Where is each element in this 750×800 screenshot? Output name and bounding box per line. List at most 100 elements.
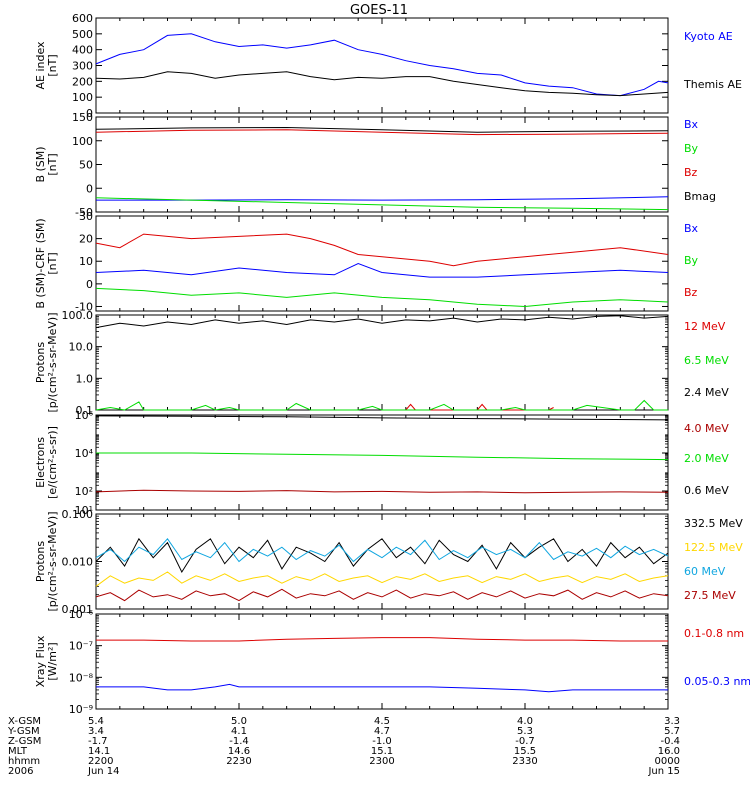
legend-entry: Bmag xyxy=(684,190,716,203)
y-tick-label: 1.0 xyxy=(76,372,94,385)
legend-entry: 122.5 MeV xyxy=(684,541,743,554)
legend-entry: 2.4 MeV xyxy=(684,386,729,399)
y-tick-label: 600 xyxy=(72,12,93,25)
legend-entry: Bz xyxy=(684,166,698,179)
y-tick-label: -10 xyxy=(75,300,93,313)
legend-entry: 12 MeV xyxy=(684,320,726,333)
panel-3: -10 0 10 20 30 B (SM)-CRF (SM)[nT] Bx By Bz xyxy=(34,210,699,313)
panel-frame xyxy=(95,314,669,411)
panel-frame xyxy=(95,414,669,511)
series-line-0-1-0-8-nm xyxy=(96,637,668,642)
series-line-60-mev xyxy=(95,537,669,563)
y-axis-label: AE index[nT] xyxy=(34,41,59,90)
y-tick-label: 10⁻⁶ xyxy=(69,608,94,621)
legend-entry: 4.0 MeV xyxy=(684,422,729,435)
y-tick-label: 50 xyxy=(79,159,93,172)
ephemeris-value: Jun 15 xyxy=(647,766,680,777)
panel-5: 10¹ 10² 10⁴ 10⁶ Electrons[e/(cm²-s-sr)] 4.0 M… xyxy=(34,409,729,517)
series-line-themis-ae xyxy=(95,71,669,97)
y-tick-label: 500 xyxy=(72,28,93,41)
ephemeris-value: 0000 xyxy=(655,756,680,767)
y-tick-label: 0.001 xyxy=(62,603,94,616)
y-axis-label: Xray Flux[W/m²] xyxy=(34,635,59,687)
legend-entry: 0.6 MeV xyxy=(684,484,729,497)
panel-frame xyxy=(95,17,669,114)
ephemeris-value: 3.3 xyxy=(664,716,680,727)
y-tick-label: 10⁻⁷ xyxy=(69,640,93,653)
series-line-27-5-mev xyxy=(95,588,669,602)
ephemeris-value: 2300 xyxy=(369,756,394,767)
ephemeris-row-label: X-GSM xyxy=(8,716,41,727)
legend-entry: 60 MeV xyxy=(684,565,726,578)
ephemeris-value: 4.0 xyxy=(517,716,533,727)
series-line-12-mev xyxy=(405,403,554,411)
y-tick-label: 100.0 xyxy=(62,309,94,322)
ephemeris-value: Jun 14 xyxy=(87,766,120,777)
ephemeris-row-label: Y-GSM xyxy=(7,726,40,737)
y-axis-label: Protons[p/(cm²-s-sr-MeV)] xyxy=(34,313,59,413)
legend-entry: Kyoto AE xyxy=(684,30,733,43)
ephemeris-value: 2230 xyxy=(226,756,251,767)
y-axis-label: B (SM)[nT] xyxy=(34,146,59,182)
ephemeris-value: 4.1 xyxy=(231,726,247,737)
legend-entry: Themis AE xyxy=(683,78,742,91)
y-tick-label: 0.100 xyxy=(62,508,94,521)
series-line-122-5-mev xyxy=(95,571,669,587)
y-tick-label: 10 xyxy=(79,255,93,268)
panel-6: 0.001 0.010 0.100Protons[p/(cm²-s-sr-MeV)]… xyxy=(34,508,743,616)
legend-entry: Bx xyxy=(684,118,699,131)
y-tick-label: 10² xyxy=(75,485,93,498)
y-tick-label: 0.010 xyxy=(62,556,94,569)
y-tick-label: 10⁻⁹ xyxy=(69,703,93,716)
y-tick-label: 0 xyxy=(86,278,93,291)
series-line-2-0-mev xyxy=(96,452,669,461)
ephemeris-value: 4.5 xyxy=(374,716,390,727)
series-line-0-6-mev xyxy=(95,415,669,421)
ephemeris-row-label: Z-GSM xyxy=(8,736,41,747)
ephemeris-value: 3.4 xyxy=(88,726,104,737)
y-tick-label: 30 xyxy=(79,210,93,223)
legend-entry: By xyxy=(684,142,699,155)
panel-frame xyxy=(95,215,669,312)
y-axis-label: Electrons[e/(cm²-s-sr)] xyxy=(34,426,59,499)
chart-title: GOES-11 xyxy=(350,3,408,18)
y-tick-label: 0 xyxy=(86,107,93,120)
legend-entry: 332.5 MeV xyxy=(684,517,743,530)
series-line-bz xyxy=(95,233,669,267)
legend-entry: Bz xyxy=(684,286,698,299)
series-line-0-05-0-3-nm xyxy=(96,683,668,693)
y-tick-label: 300 xyxy=(72,60,93,73)
series-line-by xyxy=(95,197,669,211)
series-line-bx xyxy=(95,262,669,278)
series-line-2-4-mev xyxy=(95,315,669,329)
y-tick-label: 200 xyxy=(72,75,93,88)
ephemeris-value: 5.7 xyxy=(664,726,680,737)
series-line-bmag xyxy=(95,126,669,133)
legend-entry: 0.1-0.8 nm xyxy=(684,627,744,640)
ephemeris-value: -1.0 xyxy=(372,736,392,747)
series-line-6-5-mev xyxy=(95,399,668,411)
y-tick-label: 100 xyxy=(72,91,93,104)
legend-entry: By xyxy=(684,254,699,267)
series-line-332-5-mev xyxy=(95,537,669,574)
legend-entry: 6.5 MeV xyxy=(684,354,729,367)
y-tick-label: 10.0 xyxy=(69,341,94,354)
y-tick-label: 150 xyxy=(72,111,93,124)
ephemeris-row-label: MLT xyxy=(8,746,28,757)
panel-4: 0.1 1.0 10.0 100.0Protons[p/(cm²-s-sr-MeV)]… xyxy=(34,309,729,417)
ephemeris-value: -1.4 xyxy=(229,736,249,747)
ephemeris-value: 16.0 xyxy=(658,746,680,757)
y-tick-label: -50 xyxy=(75,206,93,219)
legend-entry: 0.05-0.3 nm xyxy=(684,675,750,688)
panel-frame xyxy=(95,513,669,610)
panel-frame xyxy=(95,613,669,710)
y-tick-label: 10¹ xyxy=(75,504,93,517)
ephemeris-value: 4.7 xyxy=(374,726,390,737)
ephemeris-value: 2330 xyxy=(512,756,537,767)
series-line-by xyxy=(95,287,669,308)
ephemeris-value: 2200 xyxy=(88,756,113,767)
ephemeris-row-label: 2006 xyxy=(8,766,33,777)
ephemeris-value: -0.7 xyxy=(515,736,535,747)
y-tick-label: 10⁶ xyxy=(75,409,94,422)
